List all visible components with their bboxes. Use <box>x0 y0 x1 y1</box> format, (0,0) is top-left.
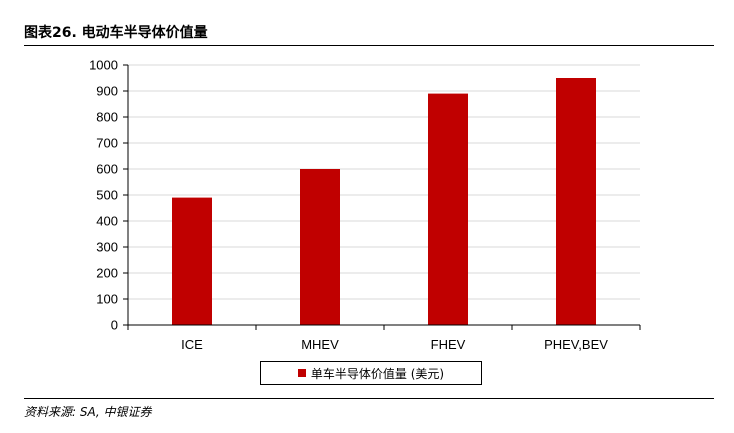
y-tick-label: 500 <box>96 188 118 203</box>
legend-label: 单车半导体价值量 (美元) <box>310 366 445 381</box>
bar-phev-bev <box>556 78 596 325</box>
y-tick-label: 700 <box>96 136 118 151</box>
x-tick-label: ICE <box>181 337 203 352</box>
legend: 单车半导体价值量 (美元) <box>260 361 482 385</box>
bar-fhev <box>428 93 468 325</box>
bar-mhev <box>300 169 340 325</box>
x-tick-label: FHEV <box>431 337 466 352</box>
x-tick-label: PHEV,BEV <box>544 337 608 352</box>
bars <box>172 78 596 325</box>
top-rule <box>24 45 714 46</box>
y-tick-label: 1000 <box>89 58 118 73</box>
tick-labels: 0 100 200 300 400 500 600 700 800 900 1000 ICE MHEV F… <box>89 58 608 353</box>
y-tick-label: 400 <box>96 214 118 229</box>
source-note: 资料来源: SA, 中银证券 <box>24 405 152 419</box>
gridlines <box>128 64 640 300</box>
x-tick-label: MHEV <box>301 337 339 352</box>
y-tick-label: 0 <box>111 318 118 333</box>
axes <box>123 64 641 330</box>
y-tick-label: 300 <box>96 240 118 255</box>
y-tick-label: 200 <box>96 266 118 281</box>
bottom-rule <box>24 398 714 399</box>
y-tick-label: 100 <box>96 292 118 307</box>
y-tick-label: 600 <box>96 162 118 177</box>
figure-title: 图表26. 电动车半导体价值量 <box>24 25 208 41</box>
legend-swatch <box>297 369 306 377</box>
y-tick-label: 800 <box>96 110 118 125</box>
y-tick-label: 900 <box>96 84 118 99</box>
bar-ice <box>172 197 212 325</box>
